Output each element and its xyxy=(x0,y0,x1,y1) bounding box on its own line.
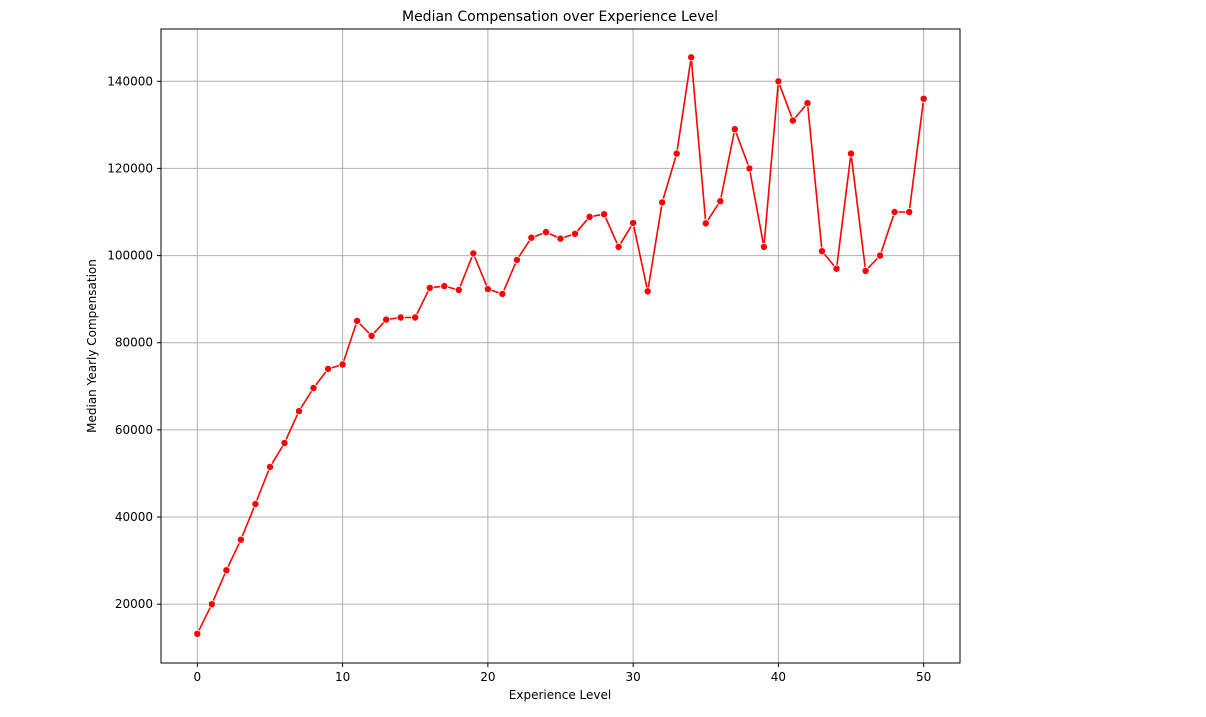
data-point xyxy=(847,149,856,158)
x-tick-label: 30 xyxy=(625,670,640,684)
y-tick-label: 60000 xyxy=(115,423,153,437)
y-axis-label: Median Yearly Compensation xyxy=(85,259,99,433)
data-point xyxy=(745,164,754,173)
data-point xyxy=(265,462,274,471)
data-point xyxy=(716,197,725,206)
chart-title: Median Compensation over Experience Leve… xyxy=(402,9,718,25)
series-line xyxy=(196,56,925,635)
y-tick-label: 100000 xyxy=(107,249,153,263)
data-point xyxy=(672,149,681,158)
x-tick-label: 20 xyxy=(480,670,495,684)
data-point xyxy=(774,77,783,86)
data-point xyxy=(687,53,696,62)
data-point xyxy=(512,255,521,264)
data-point xyxy=(919,94,928,103)
data-point xyxy=(890,207,899,216)
data-point xyxy=(454,285,463,294)
data-point xyxy=(483,285,492,294)
data-point xyxy=(701,219,710,228)
x-tick-label: 0 xyxy=(193,670,201,684)
data-point xyxy=(222,566,231,575)
data-point xyxy=(876,251,885,260)
data-point xyxy=(658,198,667,207)
y-tick-label: 120000 xyxy=(107,161,153,175)
data-point xyxy=(324,364,333,373)
data-point xyxy=(818,247,827,256)
data-point xyxy=(600,210,609,219)
data-point xyxy=(367,331,376,340)
data-point xyxy=(396,313,405,322)
data-point xyxy=(556,234,565,243)
data-point xyxy=(542,228,551,237)
y-tick-label: 20000 xyxy=(115,597,153,611)
data-point xyxy=(353,316,362,325)
series-layer xyxy=(193,53,928,638)
grid xyxy=(161,29,960,663)
plot-frame xyxy=(160,28,961,664)
data-point xyxy=(905,207,914,216)
data-point xyxy=(294,407,303,416)
data-point xyxy=(832,264,841,273)
data-point xyxy=(759,242,768,251)
data-point xyxy=(498,289,507,298)
data-point xyxy=(382,315,391,324)
y-tick-label: 80000 xyxy=(115,336,153,350)
x-tick-label: 40 xyxy=(771,670,786,684)
data-point xyxy=(193,629,202,638)
data-point xyxy=(411,313,420,322)
x-axis: 0 10 20 30 40 50 xyxy=(193,663,931,684)
data-point xyxy=(730,125,739,134)
data-point xyxy=(527,233,536,242)
data-point xyxy=(643,287,652,296)
data-point xyxy=(861,266,870,275)
data-point xyxy=(788,116,797,125)
data-point xyxy=(251,499,260,508)
data-point xyxy=(614,242,623,251)
data-point xyxy=(585,212,594,221)
data-point xyxy=(629,218,638,227)
data-point xyxy=(338,360,347,369)
data-point xyxy=(571,229,580,238)
y-tick-label: 40000 xyxy=(115,510,153,524)
x-tick-label: 10 xyxy=(335,670,350,684)
data-point xyxy=(207,600,216,609)
data-point xyxy=(309,383,318,392)
data-point xyxy=(469,249,478,258)
data-point xyxy=(425,283,434,292)
data-point xyxy=(803,99,812,108)
y-tick-label: 140000 xyxy=(107,74,153,88)
x-axis-label: Experience Level xyxy=(509,688,611,702)
data-point xyxy=(236,535,245,544)
x-tick-label: 50 xyxy=(916,670,931,684)
data-point xyxy=(280,438,289,447)
y-axis: 20000 40000 60000 80000 100000 120000 140000 xyxy=(107,74,161,611)
data-point xyxy=(440,282,449,291)
